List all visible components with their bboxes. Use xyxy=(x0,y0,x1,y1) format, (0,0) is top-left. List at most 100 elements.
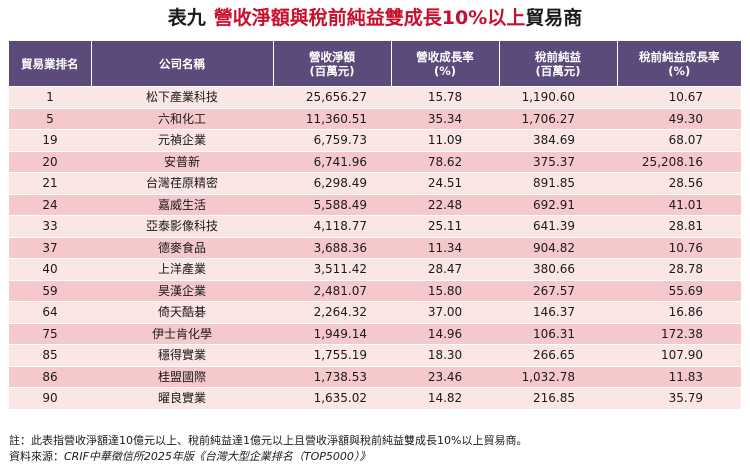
cell-revenue-growth: 37.00 xyxy=(391,301,499,323)
cell-rank: 90 xyxy=(9,387,91,409)
cell-rank: 20 xyxy=(9,150,91,173)
table-header: 貿易業排名 公司名稱 營收淨額 (百萬元) 營收成長率 (%) 稅前純益 (百萬元) … xyxy=(9,41,741,87)
footnotes: 註：此表指營收淨額達10億元以上、稅前純益達1億元以上且營收淨額與稅前純益雙成長… xyxy=(9,433,744,465)
cell-profit-growth: 35.79 xyxy=(617,387,741,409)
title-suffix: 貿易商 xyxy=(525,7,583,29)
cell-profit-growth: 11.83 xyxy=(617,365,741,388)
cell-profit-growth: 16.86 xyxy=(617,301,741,323)
cell-profit: 384.69 xyxy=(499,129,617,151)
cell-profit: 375.37 xyxy=(499,150,617,173)
header-profit: 稅前純益 (百萬元) xyxy=(499,41,618,87)
table-row: 1 松下產業科技 25,656.27 15.78 1,190.60 10.67 xyxy=(9,86,741,108)
cell-profit-growth: 25,208.16 xyxy=(617,150,741,173)
cell-company: 倚天酷碁 xyxy=(91,301,273,323)
cell-profit: 692.91 xyxy=(499,193,617,216)
cell-rank: 24 xyxy=(9,193,91,216)
cell-company: 德麥食品 xyxy=(91,236,273,259)
table-body: 1 松下產業科技 25,656.27 15.78 1,190.60 10.67 5 六和化工 1… xyxy=(9,86,741,409)
cell-revenue: 3,688.36 xyxy=(273,236,391,259)
cell-rank: 5 xyxy=(9,107,91,130)
cell-profit-growth: 10.67 xyxy=(617,86,741,108)
table-row: 37 德麥食品 3,688.36 11.34 904.82 10.76 xyxy=(9,236,741,259)
cell-profit: 1,190.60 xyxy=(499,86,617,108)
cell-revenue: 6,759.73 xyxy=(273,129,391,151)
header-revenue: 營收淨額 (百萬元) xyxy=(273,41,392,87)
cell-company: 桂盟國際 xyxy=(91,365,273,388)
cell-rank: 75 xyxy=(9,322,91,345)
cell-revenue: 2,481.07 xyxy=(273,279,391,302)
cell-profit: 380.66 xyxy=(499,258,617,280)
cell-company: 穩得實業 xyxy=(91,344,273,366)
cell-revenue: 1,949.14 xyxy=(273,322,391,345)
cell-profit: 641.39 xyxy=(499,215,617,237)
cell-revenue-growth: 14.82 xyxy=(391,387,499,409)
cell-company: 松下產業科技 xyxy=(91,86,273,108)
table-row: 21 台灣荏原精密 6,298.49 24.51 891.85 28.56 xyxy=(9,172,741,194)
table-row: 24 嘉威生活 5,588.49 22.48 692.91 41.01 xyxy=(9,193,741,216)
cell-revenue-growth: 25.11 xyxy=(391,215,499,237)
table-row: 75 伊士肯化學 1,949.14 14.96 106.31 172.38 xyxy=(9,322,741,345)
cell-company: 上洋產業 xyxy=(91,258,273,280)
cell-profit-growth: 172.38 xyxy=(617,322,741,345)
cell-profit: 146.37 xyxy=(499,301,617,323)
cell-profit-growth: 49.30 xyxy=(617,107,741,130)
cell-rank: 19 xyxy=(9,129,91,151)
cell-revenue-growth: 18.30 xyxy=(391,344,499,366)
cell-revenue: 6,298.49 xyxy=(273,172,391,194)
cell-rank: 86 xyxy=(9,365,91,388)
cell-profit-growth: 107.90 xyxy=(617,344,741,366)
cell-rank: 37 xyxy=(9,236,91,259)
table-title: 表九 營收淨額與稅前純益雙成長10%以上貿易商 xyxy=(0,6,750,30)
cell-rank: 59 xyxy=(9,279,91,302)
cell-revenue: 1,755.19 xyxy=(273,344,391,366)
cell-revenue: 1,635.02 xyxy=(273,387,391,409)
cell-rank: 40 xyxy=(9,258,91,280)
header-revenue-growth: 營收成長率 (%) xyxy=(391,41,500,87)
cell-revenue-growth: 24.51 xyxy=(391,172,499,194)
cell-revenue: 6,741.96 xyxy=(273,150,391,173)
header-profit-growth: 稅前純益成長率 (%) xyxy=(617,41,741,87)
cell-revenue-growth: 11.34 xyxy=(391,236,499,259)
table-number: 表九 xyxy=(167,7,206,29)
table-row: 20 安普新 6,741.96 78.62 375.37 25,208.16 xyxy=(9,150,741,173)
table-row: 5 六和化工 11,360.51 35.34 1,706.27 49.30 xyxy=(9,107,741,130)
cell-rank: 1 xyxy=(9,86,91,108)
cell-company: 元禎企業 xyxy=(91,129,273,151)
cell-revenue: 1,738.53 xyxy=(273,365,391,388)
cell-revenue-growth: 14.96 xyxy=(391,322,499,345)
cell-profit: 266.65 xyxy=(499,344,617,366)
cell-profit-growth: 10.76 xyxy=(617,236,741,259)
cell-profit: 891.85 xyxy=(499,172,617,194)
cell-revenue: 11,360.51 xyxy=(273,107,391,130)
table-row: 85 穩得實業 1,755.19 18.30 266.65 107.90 xyxy=(9,344,741,366)
cell-company: 昊漢企業 xyxy=(91,279,273,302)
cell-revenue: 2,264.32 xyxy=(273,301,391,323)
cell-company: 曜良實業 xyxy=(91,387,273,409)
table-row: 86 桂盟國際 1,738.53 23.46 1,032.78 11.83 xyxy=(9,365,741,388)
cell-profit: 216.85 xyxy=(499,387,617,409)
cell-revenue: 25,656.27 xyxy=(273,86,391,108)
table-row: 64 倚天酷碁 2,264.32 37.00 146.37 16.86 xyxy=(9,301,741,323)
cell-company: 伊士肯化學 xyxy=(91,322,273,345)
cell-revenue: 3,511.42 xyxy=(273,258,391,280)
cell-revenue-growth: 15.78 xyxy=(391,86,499,108)
cell-revenue-growth: 15.80 xyxy=(391,279,499,302)
cell-profit: 106.31 xyxy=(499,322,617,345)
cell-rank: 21 xyxy=(9,172,91,194)
cell-revenue: 4,118.77 xyxy=(273,215,391,237)
cell-profit-growth: 55.69 xyxy=(617,279,741,302)
cell-revenue-growth: 23.46 xyxy=(391,365,499,388)
cell-profit: 1,706.27 xyxy=(499,107,617,130)
ranking-table: 貿易業排名 公司名稱 營收淨額 (百萬元) 營收成長率 (%) 稅前純益 (百萬元) … xyxy=(9,41,741,409)
cell-rank: 33 xyxy=(9,215,91,237)
cell-profit-growth: 28.56 xyxy=(617,172,741,194)
cell-revenue-growth: 28.47 xyxy=(391,258,499,280)
cell-profit-growth: 28.78 xyxy=(617,258,741,280)
cell-profit: 1,032.78 xyxy=(499,365,617,388)
cell-rank: 85 xyxy=(9,344,91,366)
cell-company: 嘉威生活 xyxy=(91,193,273,216)
cell-profit-growth: 41.01 xyxy=(617,193,741,216)
cell-company: 台灣荏原精密 xyxy=(91,172,273,194)
cell-company: 六和化工 xyxy=(91,107,273,130)
cell-revenue: 5,588.49 xyxy=(273,193,391,216)
